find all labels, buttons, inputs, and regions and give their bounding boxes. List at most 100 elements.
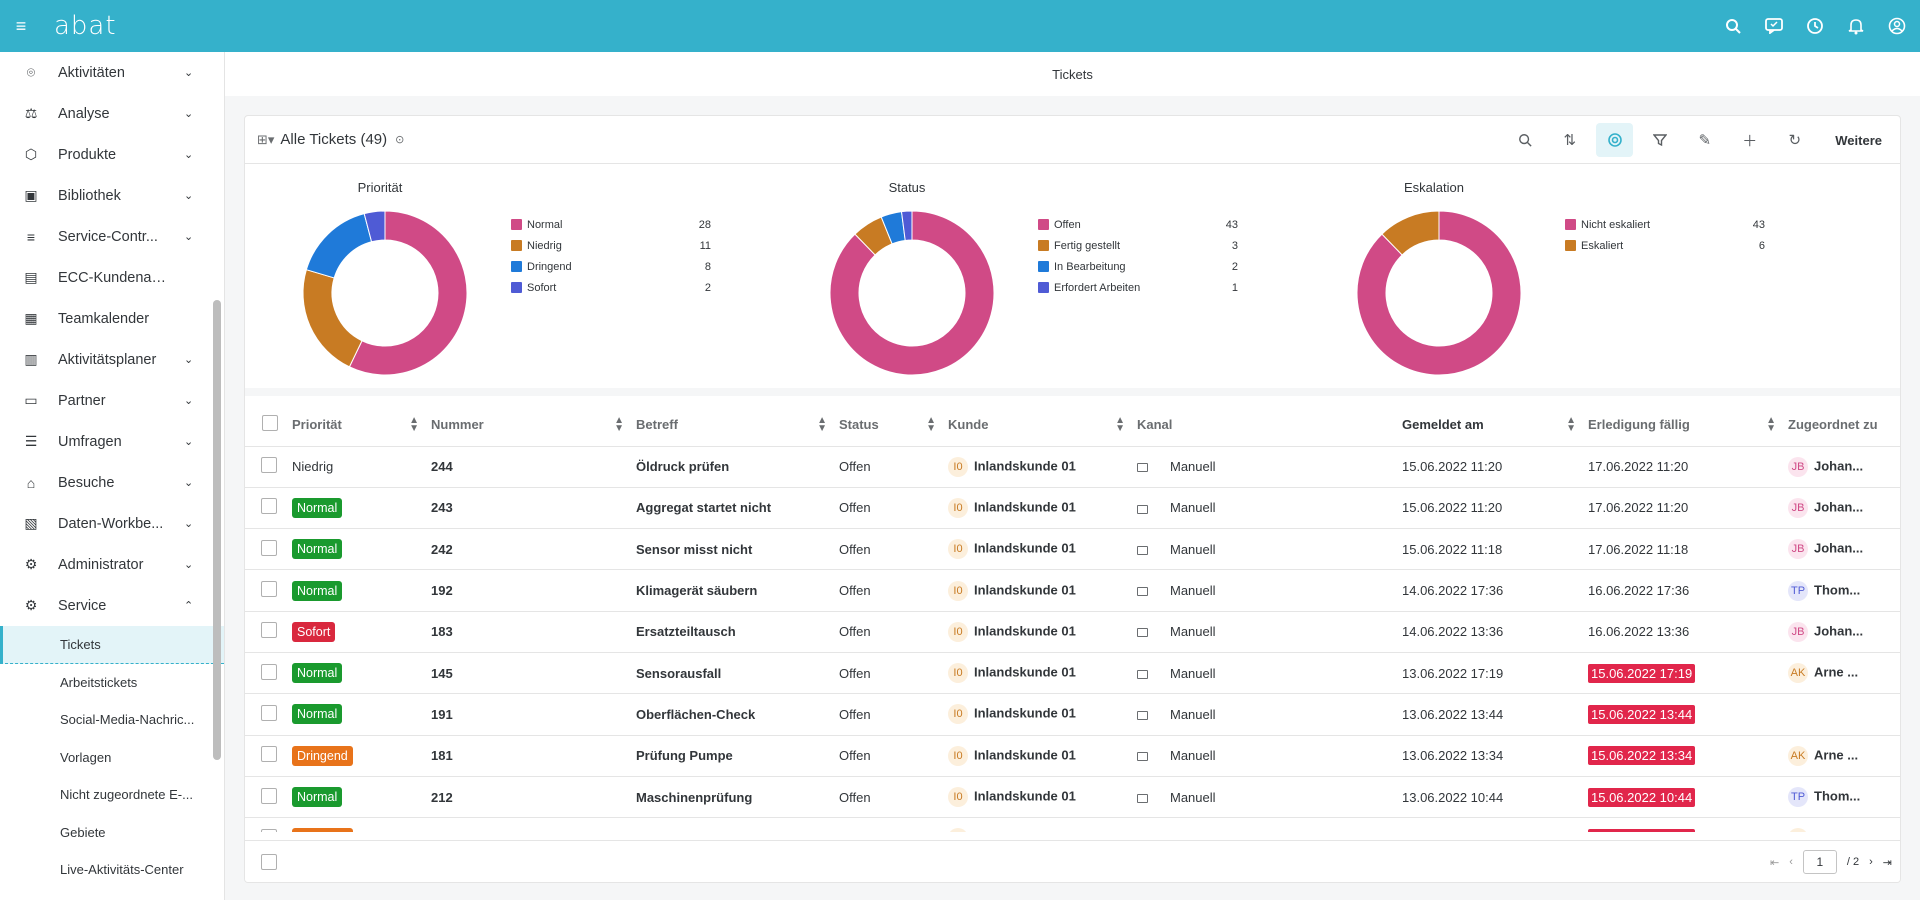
ticket-subject[interactable]: Prüfung Pumpe xyxy=(636,735,839,777)
row-checkbox[interactable] xyxy=(261,704,277,721)
assignee-name[interactable]: Johan... xyxy=(1814,540,1864,556)
table-row[interactable]: Normal 242 Sensor misst nicht Offen I0 In… xyxy=(245,528,1900,571)
legend-entry[interactable]: Fertig gestellt 3 xyxy=(1038,235,1238,256)
sidebar-item[interactable]: ☰ Umfragen ⌄ xyxy=(0,421,224,462)
donut-slice[interactable] xyxy=(1356,210,1522,376)
assignee-name[interactable]: Arne ... xyxy=(1814,747,1859,763)
sort-icon[interactable]: ▲ ▼ xyxy=(1766,415,1776,434)
sidebar-item[interactable]: ▧ Daten-Workbe... ⌄ xyxy=(0,503,224,544)
submenu-item[interactable]: Social-Media-Nachric... xyxy=(0,701,224,739)
legend-entry[interactable]: Erfordert Arbeiten 1 xyxy=(1038,277,1238,298)
col-number[interactable]: Nummer ▲ ▼ xyxy=(431,404,636,447)
customer-name[interactable]: Inlandskunde 01 xyxy=(974,581,1076,597)
ticket-number[interactable]: 244 xyxy=(431,446,636,488)
customer-name[interactable]: Inlandskunde 01 xyxy=(974,830,1076,832)
sort-icon[interactable]: ▲ ▼ xyxy=(409,415,419,434)
chevron-icon[interactable]: ⌄ xyxy=(184,395,194,407)
ticket-number[interactable]: 243 xyxy=(431,487,636,530)
history-icon[interactable] xyxy=(1803,15,1826,38)
ticket-number[interactable]: 192 xyxy=(431,569,636,612)
view-switch-icon[interactable]: ⊞▾ xyxy=(257,131,275,147)
search-icon[interactable] xyxy=(1506,123,1543,157)
table-row[interactable]: Sofort 183 Ersatzteiltausch Offen I0 Inla… xyxy=(245,611,1900,653)
customer-name[interactable]: Inlandskunde 01 xyxy=(974,458,1076,474)
chevron-icon[interactable]: ⌄ xyxy=(184,67,194,79)
ticket-subject[interactable]: Wartung xyxy=(636,817,839,832)
ticket-number[interactable]: 212 xyxy=(431,776,636,819)
next-page-icon[interactable]: › xyxy=(1869,856,1873,868)
table-row[interactable]: Normal 192 Klimagerät säubern Offen I0 In… xyxy=(245,569,1900,612)
col-priority[interactable]: Priorität ▲ ▼ xyxy=(292,404,431,447)
table-row[interactable]: Normal 243 Aggregat startet nicht Offen … xyxy=(245,487,1900,530)
ticket-subject[interactable]: Maschinenprüfung xyxy=(636,776,839,819)
ticket-subject[interactable]: Oberflächen-Check xyxy=(636,693,839,736)
ticket-number[interactable]: 242 xyxy=(431,528,636,571)
legend-entry[interactable]: Normal 28 xyxy=(511,214,711,235)
edit-icon[interactable]: ✎ xyxy=(1698,132,1712,149)
sort-icon[interactable]: ▲ ▼ xyxy=(614,415,624,434)
sidebar-item[interactable]: ⚙ Administrator ⌄ xyxy=(0,544,224,585)
row-checkbox[interactable] xyxy=(261,787,277,804)
table-row[interactable]: Normal 212 Maschinenprüfung Offen I0 Inla… xyxy=(245,776,1900,819)
legend-entry[interactable]: Eskaliert 6 xyxy=(1565,235,1765,256)
submenu-item[interactable]: Gebiete xyxy=(0,814,224,852)
legend-entry[interactable]: Dringend 8 xyxy=(511,256,711,277)
first-page-icon[interactable]: ⇤ xyxy=(1769,856,1780,869)
table-row[interactable]: Dringend 181 Prüfung Pumpe Offen I0 Inlan… xyxy=(245,735,1900,777)
customer-name[interactable]: Inlandskunde 01 xyxy=(974,664,1076,680)
assignee-name[interactable]: Arne ... xyxy=(1814,664,1859,680)
hamburger-menu-icon[interactable]: ≡ xyxy=(15,15,27,36)
assignee-name[interactable]: Thom... xyxy=(1814,581,1861,597)
customer-name[interactable]: Inlandskunde 01 xyxy=(974,623,1076,639)
chevron-icon[interactable]: ⌄ xyxy=(184,149,194,161)
view-options-icon[interactable]: ⊙ xyxy=(395,134,405,146)
user-profile-icon[interactable] xyxy=(1885,15,1908,38)
chevron-icon[interactable]: ⌃ xyxy=(184,600,194,612)
sidebar-item[interactable]: ⚖ Analyse ⌄ xyxy=(0,93,224,134)
submenu-item[interactable]: Tickets xyxy=(0,626,224,664)
sidebar-item[interactable]: ≡ Service-Contr... ⌄ xyxy=(0,216,224,257)
last-page-icon[interactable]: ⇥ xyxy=(1882,856,1892,869)
table-row[interactable]: Dringend 184 Wartung Offen I0 Inlandskund… xyxy=(245,817,1900,832)
row-checkbox[interactable] xyxy=(261,746,277,763)
ticket-number[interactable]: 183 xyxy=(431,611,636,653)
legend-entry[interactable]: In Bearbeitung 2 xyxy=(1038,256,1238,277)
sort-icon[interactable]: ▲ ▼ xyxy=(1566,415,1576,434)
col-reported-on[interactable]: Gemeldet am ▲ ▼ xyxy=(1402,404,1588,447)
sidebar-item[interactable]: ▣ Bibliothek ⌄ xyxy=(0,175,224,216)
filter-icon[interactable] xyxy=(1641,123,1678,157)
table-row[interactable]: Niedrig 244 Öldruck prüfen Offen I0 Inlan… xyxy=(245,446,1900,488)
legend-entry[interactable]: Sofort 2 xyxy=(511,277,711,298)
assignee-name[interactable]: Arne ... xyxy=(1814,830,1858,832)
sidebar-item[interactable]: ▥ Aktivitätsplaner ⌄ xyxy=(0,339,224,380)
table-row[interactable]: Normal 191 Oberflächen-Check Offen I0 Inl… xyxy=(245,693,1900,736)
app-logo[interactable]: abat xyxy=(54,11,117,41)
sort-icon[interactable]: ⇅ xyxy=(1563,132,1577,149)
donut-slice[interactable] xyxy=(348,210,468,376)
row-checkbox[interactable] xyxy=(261,539,277,556)
donut-slice[interactable] xyxy=(363,210,386,243)
search-icon[interactable] xyxy=(1721,15,1744,38)
ticket-subject[interactable]: Öldruck prüfen xyxy=(636,446,839,488)
assignee-name[interactable]: Johan... xyxy=(1814,458,1864,474)
legend-entry[interactable]: Niedrig 11 xyxy=(511,235,711,256)
chevron-icon[interactable]: ⌄ xyxy=(184,190,194,202)
col-customer[interactable]: Kunde ▲ ▼ xyxy=(948,404,1137,447)
chevron-icon[interactable]: ⌄ xyxy=(184,559,194,571)
donut-slice[interactable] xyxy=(1381,210,1440,256)
legend-entry[interactable]: Nicht eskaliert 43 xyxy=(1565,214,1765,235)
chat-icon[interactable] xyxy=(1762,15,1785,38)
donut-slice[interactable] xyxy=(305,213,373,279)
chevron-icon[interactable]: ⌄ xyxy=(184,231,194,243)
add-icon[interactable]: ＋ xyxy=(1742,132,1758,150)
sidebar-item[interactable]: ⌂ Besuche ⌄ xyxy=(0,462,224,503)
sidebar-item[interactable]: ▭ Partner ⌄ xyxy=(0,380,224,421)
prev-page-icon[interactable]: ‹ xyxy=(1789,856,1793,868)
ticket-number[interactable]: 145 xyxy=(431,652,636,695)
sidebar-item[interactable]: ⌾ Aktivitäten ⌄ xyxy=(0,52,224,93)
col-status[interactable]: Status ▲ ▼ xyxy=(839,404,948,447)
donut-slice[interactable] xyxy=(829,210,995,376)
ticket-subject[interactable]: Aggregat startet nicht xyxy=(636,487,839,530)
sidebar-item[interactable]: ⬡ Produkte ⌄ xyxy=(0,134,224,175)
assignee-name[interactable]: Thom... xyxy=(1814,788,1861,804)
